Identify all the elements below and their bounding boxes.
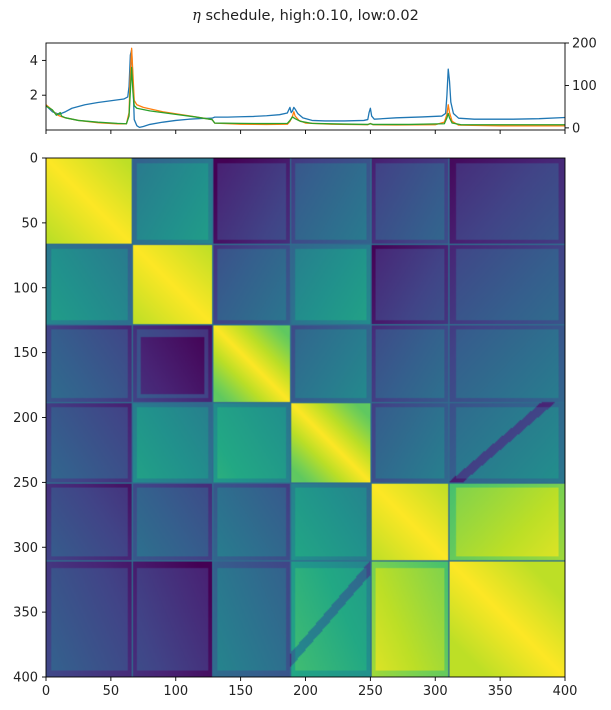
heatmap-xtick-label: 400 (553, 684, 578, 699)
right-ytick-label: 200 (572, 37, 597, 52)
line-plot-ticks: 2 4 0 100 200 (30, 37, 597, 137)
heatmap-ytick-label: 150 (13, 346, 38, 361)
heatmap-ytick-label: 300 (13, 541, 38, 556)
heatmap-ytick-label: 200 (13, 411, 38, 426)
line-plot: 2 4 0 100 200 (30, 37, 597, 137)
line-series-group (46, 47, 565, 129)
left-ytick-label: 2 (30, 89, 38, 104)
heatmap-ticks: 0 50 100 150 200 250 300 350 400 0 50 100 150 200 250 3… (13, 152, 577, 700)
heatmap-xtick-label: 150 (228, 684, 253, 699)
heatmap-xtick-label: 50 (103, 684, 120, 699)
title-eta-symbol: η (192, 8, 201, 24)
chart-title: η schedule, high:0.10, low:0.02 (0, 8, 611, 24)
heatmap-image-holder (46, 158, 565, 677)
heatmap-ytick-label: 350 (13, 606, 38, 621)
heatmap-ytick-label: 0 (30, 152, 38, 167)
heatmap-xtick-label: 350 (488, 684, 513, 699)
right-ytick-label: 100 (572, 79, 597, 94)
title-text: schedule, high:0.10, low:0.02 (200, 8, 419, 24)
right-ytick-label: 0 (572, 121, 580, 136)
line-series-2 (46, 66, 565, 126)
heatmap-ytick-label: 400 (13, 671, 38, 686)
heatmap-xtick-label: 0 (42, 684, 50, 699)
line-series-0 (46, 49, 565, 129)
heatmap-xtick-label: 300 (423, 684, 448, 699)
heatmap: 0 50 100 150 200 250 300 350 400 0 50 100 150 200 250 3… (13, 152, 577, 700)
line-plot-frame (45, 42, 566, 131)
heatmap-xtick-label: 100 (163, 684, 188, 699)
heatmap-xtick-label: 200 (293, 684, 318, 699)
line-series-1 (46, 47, 565, 127)
heatmap-ytick-label: 50 (21, 216, 38, 231)
heatmap-ytick-label: 250 (13, 476, 38, 491)
heatmap-canvas (46, 158, 565, 677)
heatmap-ytick-label: 100 (13, 281, 38, 296)
heatmap-xtick-label: 250 (358, 684, 383, 699)
left-ytick-label: 4 (30, 54, 38, 69)
